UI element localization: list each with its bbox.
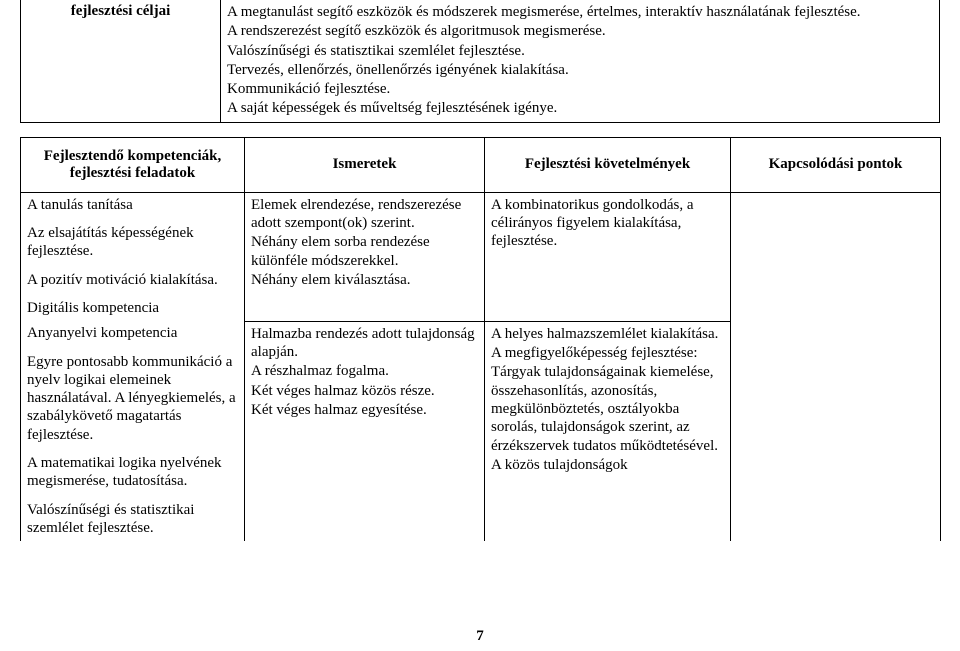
top-content-cell: A megtanulást segítő eszközök és módszer… [221, 0, 940, 122]
cell-r2-c1: Anyanyelvi kompetencia Egyre pontosabb k… [21, 321, 245, 541]
cell-r1-c1: A tanulás tanítása Az elsajátítás képess… [21, 192, 245, 321]
top-label: fejlesztési céljai [71, 3, 171, 19]
para: A közös tulajdonságok [491, 456, 724, 474]
para: A részhalmaz fogalma. [251, 362, 478, 380]
para: Elemek elrendezése, rendszerezése adott … [251, 196, 478, 233]
para: A tanulás tanítása [27, 196, 238, 214]
top-label-cell: fejlesztési céljai [21, 0, 221, 122]
para: Digitális kompetencia [27, 299, 238, 317]
header-col1-line1: Fejlesztendő kompetenciák, [44, 148, 221, 164]
header-col2: Ismeretek [245, 137, 485, 192]
para: Két véges halmaz közös része. [251, 382, 478, 400]
para: Tárgyak tulajdonságainak kiemelése, össz… [491, 363, 724, 454]
header-col1: Fejlesztendő kompetenciák, fejlesztési f… [21, 137, 245, 192]
cell-r1-c4 [731, 192, 941, 541]
para: Valószínűségi és statisztikai szemlélet … [27, 501, 238, 538]
para: Két véges halmaz egyesítése. [251, 401, 478, 419]
top-line: Kommunikáció fejlesztése. [227, 80, 933, 98]
para: Egyre pontosabb kommunikáció a nyelv log… [27, 353, 238, 444]
header-col1-line2: fejlesztési feladatok [70, 165, 195, 181]
para: Néhány elem kiválasztása. [251, 271, 478, 289]
header-col4: Kapcsolódási pontok [731, 137, 941, 192]
top-table: fejlesztési céljai A megtanulást segítő … [20, 0, 940, 123]
header-col3: Fejlesztési követelmények [485, 137, 731, 192]
page-number: 7 [0, 628, 960, 645]
header-row: Fejlesztendő kompetenciák, fejlesztési f… [21, 137, 941, 192]
para: Anyanyelvi kompetencia [27, 324, 238, 342]
para: Néhány elem sorba rendezése különféle mó… [251, 233, 478, 270]
top-line: Tervezés, ellenőrzés, önellenőrzés igény… [227, 61, 933, 79]
para: A kombinatorikus gondolkodás, a célirány… [491, 196, 724, 251]
top-line: Valószínűségi és statisztikai szemlélet … [227, 42, 933, 60]
cell-r1-c2: Elemek elrendezése, rendszerezése adott … [245, 192, 485, 321]
cell-r1-c3: A kombinatorikus gondolkodás, a célirány… [485, 192, 731, 321]
top-line: A saját képességek és műveltség fejleszt… [227, 99, 933, 117]
para: Halmazba rendezés adott tulajdonság alap… [251, 325, 478, 362]
cell-r2-c3: A helyes halmazszemlélet kialakítása. A … [485, 321, 731, 541]
spacer [20, 123, 940, 137]
cell-r2-c2: Halmazba rendezés adott tulajdonság alap… [245, 321, 485, 541]
page: fejlesztési céljai A megtanulást segítő … [0, 0, 960, 651]
table-row: A tanulás tanítása Az elsajátítás képess… [21, 192, 941, 321]
main-table: Fejlesztendő kompetenciák, fejlesztési f… [20, 137, 941, 541]
top-line: A rendszerezést segítő eszközök és algor… [227, 22, 933, 40]
para: A matematikai logika nyelvének megismeré… [27, 454, 238, 491]
para: Az elsajátítás képességének fejlesztése. [27, 224, 238, 261]
top-line: A megtanulást segítő eszközök és módszer… [227, 3, 933, 21]
para: A megfigyelőképesség fejlesztése: [491, 344, 724, 362]
para: A pozitív motiváció kialakítása. [27, 271, 238, 289]
para: A helyes halmazszemlélet kialakítása. [491, 325, 724, 343]
